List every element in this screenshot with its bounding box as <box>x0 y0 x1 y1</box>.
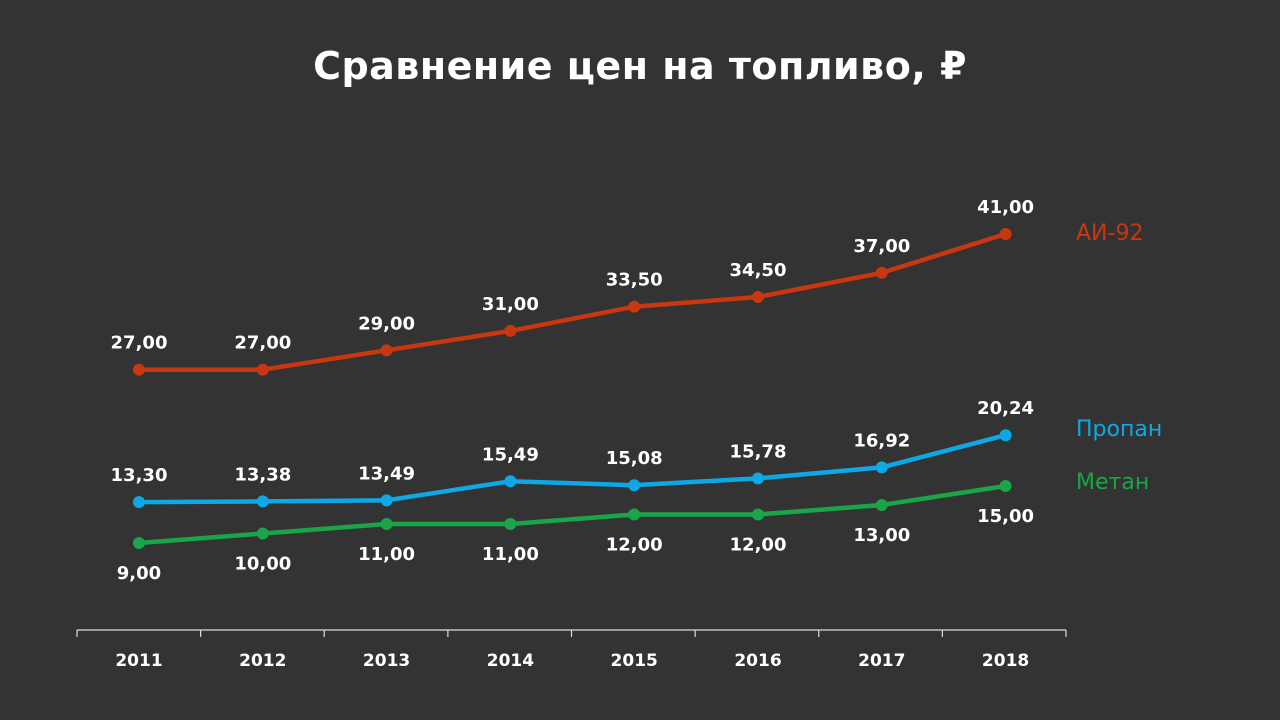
data-point-methane-2018 <box>999 480 1012 492</box>
x-tick-label-2015: 2015 <box>611 651 658 671</box>
data-point-methane-2014 <box>504 518 517 530</box>
data-label-methane-2012: 10,00 <box>234 554 291 575</box>
series-methane: 9,00 10,00 11,00 11,00 12,00 12,00 13,00 15,00 <box>117 480 1034 584</box>
data-point-ai-92-2011 <box>133 363 145 376</box>
data-point-methane-2017 <box>875 499 888 511</box>
data-label-methane-2013: 11,00 <box>358 544 415 565</box>
legend-label-methane: Метан <box>1076 470 1149 495</box>
data-point-ai-92-2017 <box>875 266 888 279</box>
data-point-methane-2011 <box>133 537 145 549</box>
x-tick-label-2013: 2013 <box>363 651 410 671</box>
series-propane: 13,30 13,38 13,49 15,49 15,08 15,78 16,92 20,24 <box>111 398 1034 509</box>
legend: АИ-92 Пропан Метан <box>1076 221 1162 495</box>
x-tick-label-2014: 2014 <box>487 651 534 671</box>
data-point-ai-92-2014 <box>504 324 517 337</box>
data-label-methane-2011: 9,00 <box>117 563 161 584</box>
x-tick-label-2017: 2017 <box>858 651 905 671</box>
series-layer: 27,00 27,00 29,00 31,00 33,50 34,50 37,00 41,00… <box>111 197 1035 584</box>
x-tick-label-2011: 2011 <box>115 651 162 671</box>
data-point-ai-92-2018 <box>999 228 1012 240</box>
data-label-ai-92-2014: 31,00 <box>482 294 539 315</box>
series-line-methane <box>136 483 1008 546</box>
data-label-methane-2018: 15,00 <box>977 506 1034 527</box>
data-point-methane-2015 <box>628 508 641 521</box>
data-label-ai-92-2017: 37,00 <box>853 236 910 257</box>
data-label-ai-92-2015: 33,50 <box>606 270 663 291</box>
data-point-propane-2017 <box>875 461 888 474</box>
x-tick-label-2018: 2018 <box>982 651 1029 671</box>
data-point-propane-2011 <box>133 496 145 509</box>
data-point-ai-92-2013 <box>380 344 393 357</box>
data-point-ai-92-2016 <box>752 291 764 303</box>
series-line-propane <box>136 432 1008 505</box>
series-ai-92: 27,00 27,00 29,00 31,00 33,50 34,50 37,00 41,00 <box>111 197 1034 376</box>
legend-label-ai-92: АИ-92 <box>1076 221 1143 246</box>
data-label-propane-2012: 13,38 <box>234 464 291 485</box>
data-label-propane-2016: 15,78 <box>730 441 787 462</box>
x-tick-label-2016: 2016 <box>734 651 781 671</box>
data-label-methane-2014: 11,00 <box>482 544 539 565</box>
data-point-ai-92-2015 <box>628 300 641 313</box>
data-label-methane-2015: 12,00 <box>606 535 663 556</box>
data-label-propane-2014: 15,49 <box>482 444 539 465</box>
legend-label-propane: Пропан <box>1076 417 1162 442</box>
data-label-ai-92-2011: 27,00 <box>111 333 168 354</box>
data-label-ai-92-2018: 41,00 <box>977 197 1034 218</box>
data-point-propane-2014 <box>504 475 517 488</box>
x-axis: 2011 2012 2013 2014 2015 2016 2017 2018 <box>76 629 1067 671</box>
data-label-ai-92-2013: 29,00 <box>358 313 415 334</box>
data-label-propane-2011: 13,30 <box>111 465 168 486</box>
data-point-propane-2018 <box>999 429 1012 442</box>
data-label-methane-2016: 12,00 <box>730 535 787 556</box>
series-line-ai-92 <box>136 231 1008 372</box>
data-point-propane-2013 <box>380 494 393 507</box>
data-point-propane-2015 <box>628 479 641 492</box>
data-point-methane-2012 <box>256 527 269 540</box>
data-label-propane-2015: 15,08 <box>606 448 663 469</box>
data-point-propane-2016 <box>752 472 764 485</box>
data-label-propane-2018: 20,24 <box>977 398 1034 419</box>
data-point-ai-92-2012 <box>256 363 269 376</box>
x-tick-label-2012: 2012 <box>239 651 286 671</box>
data-label-ai-92-2016: 34,50 <box>730 260 787 281</box>
data-label-propane-2017: 16,92 <box>853 430 910 451</box>
data-point-propane-2012 <box>256 495 269 508</box>
data-point-methane-2013 <box>380 518 393 530</box>
data-label-ai-92-2012: 27,00 <box>234 333 291 354</box>
data-point-methane-2016 <box>752 508 764 521</box>
data-label-propane-2013: 13,49 <box>358 463 415 484</box>
data-label-methane-2017: 13,00 <box>853 525 910 546</box>
chart-title: Сравнение цен на топливо, ₽ <box>313 44 967 88</box>
